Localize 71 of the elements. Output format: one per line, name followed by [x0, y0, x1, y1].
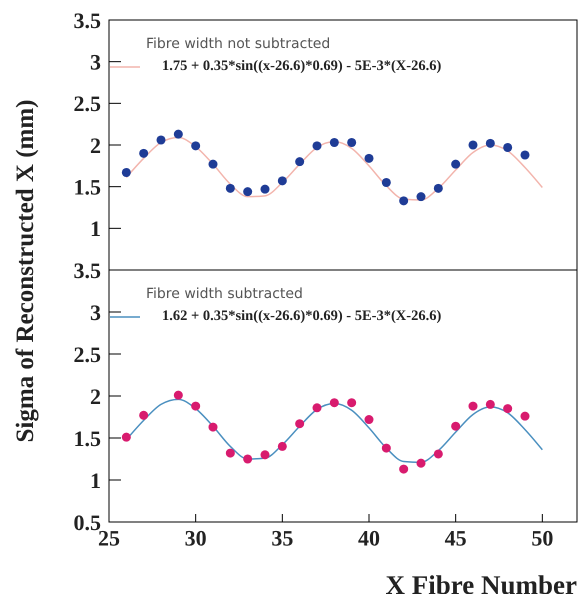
- point: [174, 390, 183, 400]
- legend-label: 1.75 + 0.35*sin((x-26.6)*0.69) - 5E-3*(X-26.6): [162, 58, 442, 75]
- point: [330, 398, 339, 408]
- point: [451, 422, 460, 431]
- legend-label: 1.62 + 0.35*sin((x-26.6)*0.69) - 5E-3*(X-26.6): [162, 308, 442, 325]
- point: [312, 403, 322, 412]
- point: [382, 444, 391, 453]
- y-tick-label: 3: [90, 49, 101, 74]
- point: [243, 187, 252, 196]
- point: [260, 184, 270, 194]
- x-tick-label: 40: [358, 526, 380, 551]
- point: [295, 157, 304, 166]
- point: [364, 415, 374, 424]
- legend-title: Fibre width not subtracted: [146, 36, 332, 52]
- point: [382, 178, 391, 188]
- point: [434, 184, 443, 193]
- point: [260, 450, 270, 460]
- point: [191, 141, 200, 150]
- point: [347, 398, 356, 408]
- y-axis-title: Sigma of Reconstructed X (mm): [12, 100, 40, 442]
- point: [208, 160, 218, 169]
- point: [122, 168, 131, 178]
- point: [416, 192, 426, 202]
- point: [295, 419, 304, 428]
- x-tick-label: 45: [444, 526, 467, 551]
- point: [434, 449, 443, 458]
- point: [243, 454, 252, 464]
- y-tick-label: 3.5: [74, 8, 101, 33]
- y-tick-label: 2.5: [74, 91, 101, 116]
- point: [330, 138, 339, 148]
- point: [520, 150, 530, 160]
- point: [503, 142, 512, 152]
- point: [399, 196, 408, 206]
- y-tick-label: 1: [90, 468, 101, 493]
- point: [226, 184, 235, 193]
- point: [226, 448, 235, 458]
- point: [312, 141, 322, 150]
- point: [486, 138, 495, 148]
- y-tick-label: 1: [90, 216, 101, 242]
- y-tick-label: 0.5: [74, 510, 101, 535]
- point: [486, 400, 495, 409]
- point: [208, 422, 218, 432]
- point: [399, 464, 408, 474]
- point: [347, 138, 356, 148]
- x-tick-label: 35: [271, 526, 294, 551]
- point: [174, 130, 183, 139]
- point: [278, 176, 287, 186]
- point: [520, 412, 530, 421]
- point: [156, 135, 166, 145]
- point: [468, 402, 478, 411]
- point: [122, 432, 131, 442]
- point: [191, 402, 200, 411]
- x-tick-label: 50: [531, 526, 554, 551]
- y-tick-label: 3.5: [74, 258, 101, 283]
- point: [451, 160, 460, 169]
- y-tick-label: 1.5: [74, 426, 101, 451]
- y-tick-label: 2: [90, 132, 101, 158]
- y-tick-label: 2.5: [74, 342, 101, 367]
- x-axis-title: X Fibre Number: [386, 570, 578, 594]
- point: [468, 140, 478, 150]
- y-tick-label: 3: [90, 300, 101, 325]
- legend-title: Fibre width subtracted: [146, 286, 304, 302]
- point: [416, 458, 426, 468]
- point: [139, 410, 148, 420]
- y-tick-label: 2: [90, 384, 101, 409]
- point: [364, 154, 374, 163]
- point: [139, 148, 148, 158]
- point: [278, 442, 287, 451]
- y-tick-label: 1.5: [74, 174, 101, 200]
- point: [503, 404, 512, 414]
- x-tick-label: 30: [184, 526, 207, 551]
